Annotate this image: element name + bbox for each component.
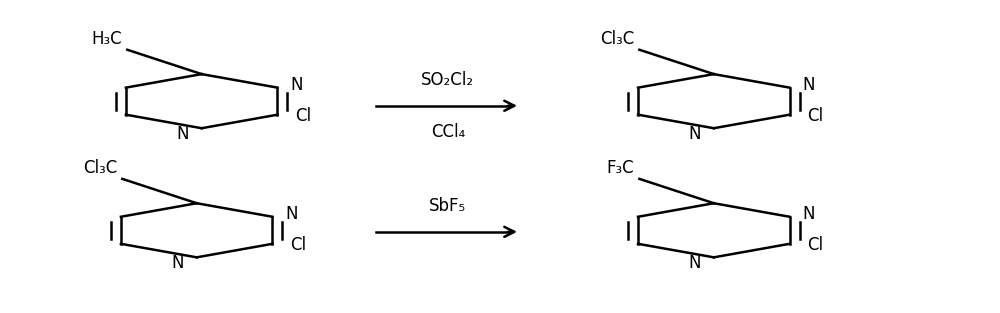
Text: Cl₃C: Cl₃C <box>83 159 117 177</box>
Text: Cl: Cl <box>807 236 824 254</box>
Text: N: N <box>176 125 189 143</box>
Text: N: N <box>803 76 815 94</box>
Text: F₃C: F₃C <box>607 159 634 177</box>
Text: Cl₃C: Cl₃C <box>600 30 634 48</box>
Text: N: N <box>171 254 184 272</box>
Text: N: N <box>285 205 298 223</box>
Text: SO₂Cl₂: SO₂Cl₂ <box>421 71 474 89</box>
Text: Cl: Cl <box>295 107 311 125</box>
Text: Cl: Cl <box>290 236 307 254</box>
Text: H₃C: H₃C <box>92 30 122 48</box>
Text: N: N <box>688 125 701 143</box>
Text: SbF₅: SbF₅ <box>429 197 466 215</box>
Text: N: N <box>688 254 701 272</box>
Text: Cl: Cl <box>807 107 824 125</box>
Text: N: N <box>290 76 303 94</box>
Text: CCl₄: CCl₄ <box>431 123 465 141</box>
Text: N: N <box>803 205 815 223</box>
